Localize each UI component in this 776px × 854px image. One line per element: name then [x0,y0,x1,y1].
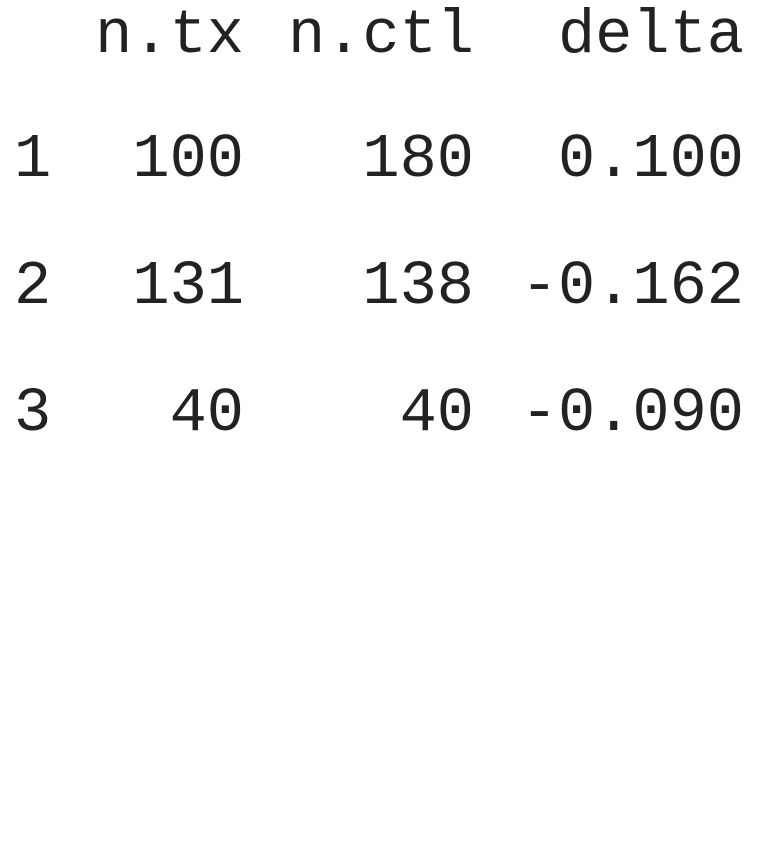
header-delta: delta [557,0,744,71]
cell-n-tx: 100 [132,124,244,195]
cell-n-tx: 131 [132,251,244,322]
cell-n-ctl: 180 [362,124,474,195]
cell-n-ctl: 138 [362,251,474,322]
cell-n-ctl: 40 [399,378,474,449]
row-index: 1 [14,124,52,195]
cell-delta: -0.090 [520,378,744,449]
header-n-ctl: n.ctl [287,0,474,71]
table-row: 3 40 40 -0.090 [14,374,744,454]
cell-delta: -0.162 [520,251,744,322]
table-row: 1 100 180 0.100 [14,120,744,200]
row-index: 2 [14,251,52,322]
console-output: n.tx n.ctl delta 1 100 180 0.100 2 131 1… [14,0,744,454]
cell-n-tx: 40 [169,378,244,449]
cell-delta: 0.100 [557,124,744,195]
table-header-row: n.tx n.ctl delta [14,0,744,76]
table-row: 2 131 138 -0.162 [14,247,744,327]
header-n-tx: n.tx [95,0,244,71]
row-index: 3 [14,378,52,449]
